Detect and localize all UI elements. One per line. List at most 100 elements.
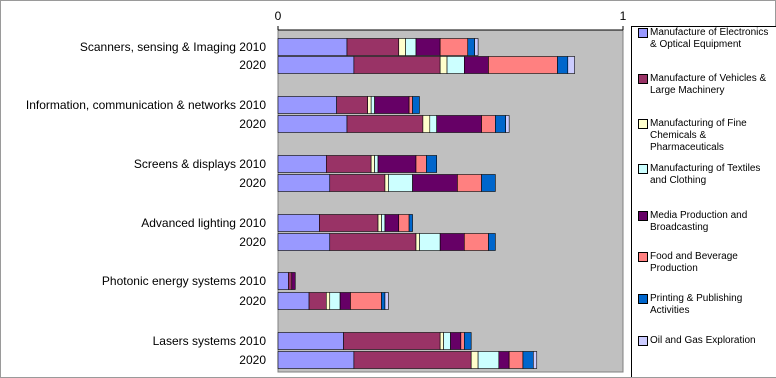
bar-segment xyxy=(463,56,489,74)
bar-segment xyxy=(481,115,496,133)
bar-segment xyxy=(470,351,479,369)
bar-segment xyxy=(329,233,417,251)
legend-swatch xyxy=(638,28,648,38)
legend-swatch xyxy=(638,294,648,304)
bar-segment xyxy=(277,332,344,350)
category-label: Information, communication & networks 20… xyxy=(26,98,266,112)
category-label: 2020 xyxy=(239,58,266,72)
bar-segment xyxy=(277,96,337,114)
category-label: Photonic energy systems 2010 xyxy=(102,274,266,288)
bar-segment xyxy=(377,155,417,173)
bar-segment xyxy=(408,96,413,114)
bar-segment xyxy=(398,214,410,232)
legend-label: Manufacturing of Fine Chemicals & Pharma… xyxy=(650,118,747,153)
legend-swatch xyxy=(638,164,648,174)
category-label: 2020 xyxy=(239,294,266,308)
bar-segment xyxy=(374,96,410,114)
legend: Manufacture of Electronics & Optical Equ… xyxy=(631,26,776,377)
bar-segment xyxy=(319,214,379,232)
bar-segment xyxy=(388,174,413,192)
legend-swatch xyxy=(638,252,648,262)
bar-segment xyxy=(439,38,469,56)
bar-segment xyxy=(370,96,375,114)
bar-segment xyxy=(350,292,382,310)
bar-segment xyxy=(343,332,441,350)
bar-segment xyxy=(508,351,524,369)
bar-segment xyxy=(377,214,382,232)
bar-segment xyxy=(277,174,331,192)
bar-segment xyxy=(381,214,386,232)
bar-segment xyxy=(277,272,289,290)
legend-swatch xyxy=(638,211,648,221)
bar-segment xyxy=(381,292,386,310)
bar-segment xyxy=(346,115,424,133)
category-label: Lasers systems 2010 xyxy=(153,334,267,348)
legend-swatch xyxy=(638,74,648,84)
x-tick-label: 0 xyxy=(275,9,282,23)
bar-segment xyxy=(277,155,327,173)
bar-segment xyxy=(325,292,331,310)
bar-segment xyxy=(398,38,406,56)
bar-segment xyxy=(325,155,372,173)
x-tick-label: 1 xyxy=(620,9,627,23)
bar-segment xyxy=(498,351,510,369)
legend-item: Printing & Publishing Activities xyxy=(638,293,776,317)
bar-segment xyxy=(370,155,375,173)
bar-segment xyxy=(557,56,569,74)
bar-segment xyxy=(384,174,389,192)
bar-segment xyxy=(277,292,310,310)
legend-swatch xyxy=(638,119,648,129)
bar-segment xyxy=(443,332,451,350)
bar-segment xyxy=(481,174,496,192)
bar-segment xyxy=(384,214,400,232)
bar-segment xyxy=(329,292,341,310)
bar-segment xyxy=(567,56,575,74)
bar-segment xyxy=(277,115,348,133)
legend-label: Oil and Gas Exploration xyxy=(650,335,756,346)
bar-segment xyxy=(308,292,327,310)
legend-label: Manufacture of Electronics & Optical Equ… xyxy=(650,27,769,50)
bar-segment xyxy=(408,214,413,232)
legend-item: Oil and Gas Exploration xyxy=(638,335,776,347)
bar-segment xyxy=(505,115,510,133)
bar-segment xyxy=(277,214,320,232)
bar-segment xyxy=(405,38,417,56)
bar-segment xyxy=(422,115,431,133)
bar-segment xyxy=(367,96,372,114)
bar-segment xyxy=(291,272,296,290)
bar-segment xyxy=(288,272,293,290)
category-label: Advanced lighting 2010 xyxy=(141,216,266,230)
bar-segment xyxy=(277,56,355,74)
bars xyxy=(277,38,575,369)
category-label: Scanners, sensing & Imaging 2010 xyxy=(80,40,266,54)
bar-segment xyxy=(429,115,437,133)
bar-segment xyxy=(339,292,351,310)
bar-segment xyxy=(329,174,386,192)
legend-item: Food and Beverage Production xyxy=(638,251,776,275)
plot-area xyxy=(277,29,624,373)
bar-segment xyxy=(346,38,400,56)
legend-label: Printing & Publishing Activities xyxy=(650,293,743,316)
legend-item: Manufacturing of Textiles and Clothing xyxy=(638,163,776,187)
bar-segment xyxy=(419,233,441,251)
legend-item: Manufacture of Vehicles & Large Machiner… xyxy=(638,73,776,97)
bar-segment xyxy=(477,351,500,369)
legend-label: Media Production and Broadcasting xyxy=(650,210,748,233)
legend-label: Manufacturing of Textiles and Clothing xyxy=(650,163,761,186)
bar-segment xyxy=(474,38,479,56)
legend-swatch xyxy=(638,336,648,346)
bar-segment xyxy=(374,155,379,173)
category-label: 2020 xyxy=(239,176,266,190)
bar-segment xyxy=(415,155,427,173)
bar-segment xyxy=(439,332,444,350)
bar-segment xyxy=(488,56,558,74)
category-label: 2020 xyxy=(239,235,266,249)
bar-segment xyxy=(277,351,355,369)
bar-segment xyxy=(353,56,441,74)
legend-item: Manufacture of Electronics & Optical Equ… xyxy=(638,27,776,51)
bar-segment xyxy=(415,233,420,251)
bar-segment xyxy=(463,233,489,251)
bar-segment xyxy=(532,351,538,369)
category-label: Screens & displays 2010 xyxy=(134,157,266,171)
